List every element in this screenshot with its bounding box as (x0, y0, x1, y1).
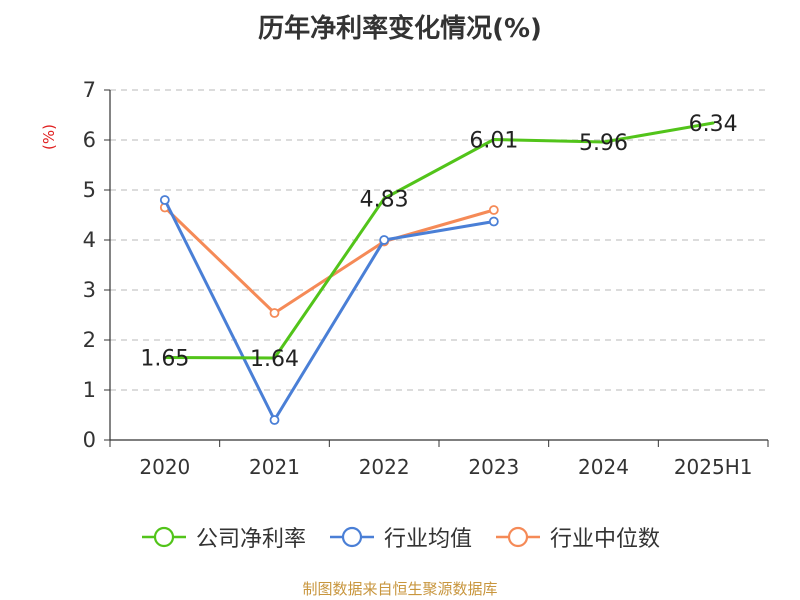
legend-label-industry-avg: 行业均值 (383, 527, 472, 552)
grid-lines (110, 89, 768, 391)
series-1-point (269, 415, 280, 425)
data-label: 6.34 (689, 112, 738, 137)
chart-title: 历年净利率变化情况(%) (258, 14, 542, 44)
x-tick-label: 2025H1 (674, 455, 753, 479)
y-tick-label: 3 (83, 278, 96, 302)
data-label: 6.01 (469, 129, 518, 154)
data-labels: 1.65 1.64 4.83 6.01 5.96 6.34 (140, 112, 737, 372)
y-tick-label: 6 (83, 128, 96, 152)
series-1-point (488, 216, 499, 227)
legend-item-industry-median[interactable]: 行业中位数 (494, 521, 660, 553)
legend-circle (341, 526, 363, 548)
axes: 0 1 2 3 4 5 6 7 2020 2021 2022 2023 2024 2025H1 (83, 78, 769, 479)
legend-label-industry-median: 行业中位数 (550, 527, 661, 552)
data-label: 5.96 (579, 131, 628, 156)
x-tick-label: 2023 (468, 455, 519, 479)
y-tick-label: 1 (83, 378, 96, 402)
series-line-1 (163, 198, 496, 422)
legend-swatch-industry-median-icon (496, 526, 540, 548)
data-label: 1.65 (140, 347, 189, 372)
legend-item-industry-avg[interactable]: 行业均值 (328, 521, 472, 553)
legend: 公司净利率 行业均值 行业中位数 (0, 521, 800, 553)
data-source-note: 制图数据来自恒生聚源数据库 (302, 580, 498, 598)
x-tick-label: 2020 (139, 455, 190, 479)
y-tick-label: 5 (83, 178, 96, 202)
series-2-point (488, 205, 499, 215)
series-line-0 (163, 121, 715, 360)
series-1-point (159, 195, 170, 205)
x-tick-label: 2024 (578, 455, 629, 479)
y-tick-label: 2 (83, 328, 96, 352)
x-tick-label: 2021 (249, 455, 300, 479)
legend-swatch-industry-avg-icon (329, 526, 374, 548)
legend-circle (507, 526, 529, 548)
x-tick-label: 2022 (359, 455, 410, 479)
y-tick-label: 7 (83, 78, 96, 102)
series-1-point (379, 235, 390, 245)
legend-item-company[interactable]: 公司净利率 (140, 521, 306, 553)
series-2-point (269, 308, 280, 318)
y-tick-label: 0 (83, 428, 96, 452)
legend-label-company: 公司净利率 (195, 527, 306, 552)
data-label: 4.83 (360, 188, 409, 213)
legend-swatch-company-icon (141, 526, 186, 548)
y-tick-label: 4 (83, 228, 96, 252)
legend-circle (153, 526, 175, 548)
data-label: 1.64 (250, 347, 299, 372)
series-lines (159, 121, 715, 425)
